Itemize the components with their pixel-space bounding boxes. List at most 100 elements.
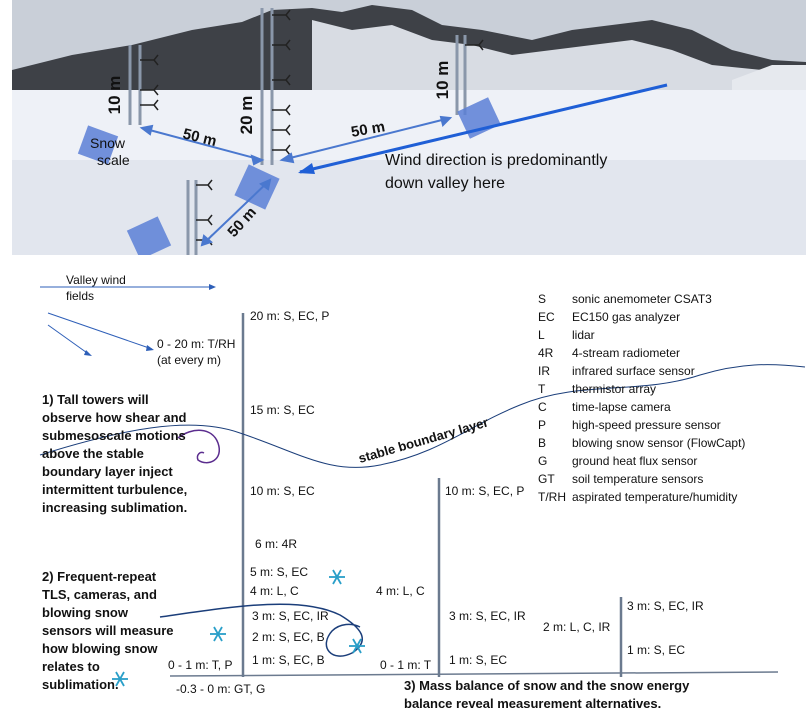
tall-tower-label: 6 m: 4R: [255, 537, 297, 551]
tall-tower-label: 4 m: L, C: [250, 584, 299, 598]
legend-code: T: [538, 382, 546, 396]
valley-wind-title-2: fields: [66, 289, 94, 303]
legend-code: B: [538, 436, 546, 450]
legend-desc: lidar: [572, 328, 595, 342]
legend-desc: thermistor array: [572, 382, 656, 396]
note-2-line: blowing snow: [42, 605, 129, 620]
wind-label-2: down valley here: [385, 175, 505, 192]
tall-tower-labels: 20 m: S, EC, P 15 m: S, EC 10 m: S, EC 6…: [157, 309, 329, 696]
note-2: 2) Frequent-repeat TLS, cameras, and blo…: [42, 569, 174, 692]
note-1-line: increasing sublimation.: [42, 500, 187, 515]
tower-b-height-label: 20 m: [237, 96, 256, 135]
short-tower-label: 3 m: S, EC, IR: [627, 599, 704, 613]
tower-c-height-label: 10 m: [433, 61, 452, 100]
distance-bc-label: 50 m: [350, 118, 387, 141]
distant-mountain: [732, 65, 806, 90]
valley-wind-arrows: [40, 284, 216, 356]
mid-tower-label: 4 m: L, C: [376, 584, 425, 598]
note-1-line: 1) Tall towers will: [42, 392, 149, 407]
note-1-line: observe how shear and: [42, 410, 187, 425]
legend-desc: aspirated temperature/humidity: [572, 490, 737, 504]
note-2-line: relates to: [42, 659, 100, 674]
snow-scale-a: [77, 125, 119, 165]
stable-boundary-layer-curve: [39, 364, 806, 468]
sensor-icon: [140, 84, 159, 96]
legend-desc: blowing snow sensor (FlowCapt): [572, 436, 745, 450]
note-3-line: 3) Mass balance of snow and the snow ene…: [404, 678, 690, 693]
note-2-line: sensors will measure: [42, 623, 174, 638]
wind-arrow-head: [298, 163, 315, 174]
sensor-icon: [272, 124, 291, 136]
snowy-slopes: [312, 20, 806, 100]
snow-scale-label-1: Snow: [90, 135, 126, 151]
legend-desc: time-lapse camera: [572, 400, 671, 414]
legend-code: GT: [538, 472, 555, 486]
note-3-line: balance reveal measurement alternatives.: [404, 696, 661, 711]
stable-boundary-layer-label: stable boundary layer: [357, 414, 490, 465]
sensor-icon: [140, 54, 159, 66]
sensor-icon: [140, 99, 159, 111]
legend-code: G: [538, 454, 547, 468]
valley-wind-title-1: Valley wind: [66, 273, 126, 287]
tall-tower-label: 15 m: S, EC: [250, 403, 315, 417]
sensor-icon: [272, 104, 291, 116]
mid-tower-label: 0 - 1 m: T: [380, 658, 432, 672]
tall-tower-ground-label: 0 - 1 m: T, P: [168, 658, 232, 672]
tower-b: 20 m: [237, 8, 274, 165]
legend-code: EC: [538, 310, 555, 324]
note-3: 3) Mass balance of snow and the snow ene…: [404, 678, 690, 711]
legend-desc: EC150 gas analyzer: [572, 310, 680, 324]
legend-code: T/RH: [538, 490, 566, 504]
snow-scale-b: [234, 164, 280, 210]
tall-tower-label: 2 m: S, EC, B: [252, 630, 325, 644]
note-1-line: above the stable: [42, 446, 144, 461]
sensor-icon: [272, 39, 291, 51]
tall-tower-label: 3 m: S, EC, IR: [252, 609, 329, 623]
note-2-line: sublimation.: [42, 677, 119, 692]
legend-code: 4R: [538, 346, 554, 360]
mid-tower-label: 10 m: S, EC, P: [445, 484, 524, 498]
tower-a: 10 m: [105, 45, 142, 125]
legend-code: P: [538, 418, 546, 432]
legend-code: C: [538, 400, 547, 414]
note-1-line: intermittent turbulence,: [42, 482, 187, 497]
tall-tower-label: 20 m: S, EC, P: [250, 309, 329, 323]
star-icon: [329, 569, 345, 585]
legend-desc: infrared surface sensor: [572, 364, 695, 378]
note-1-line: boundary layer inject: [42, 464, 173, 479]
note-1-line: submesoscale motions: [42, 428, 186, 443]
note-2-line: 2) Frequent-repeat: [42, 569, 157, 584]
sensor-icon: [272, 9, 291, 21]
snow-scale-d: [126, 216, 172, 255]
short-tower-label: 2 m: L, C, IR: [543, 620, 611, 634]
tower-a-height-label: 10 m: [105, 76, 124, 115]
star-icon: [349, 638, 365, 654]
field-site-photo: 10 m 20 m 10 m: [12, 0, 806, 255]
star-icon: [210, 626, 226, 642]
ground-sensor-label: -0.3 - 0 m: GT, G: [176, 682, 265, 696]
snow-scale-label-2: scale: [97, 152, 130, 168]
legend-desc: soil temperature sensors: [572, 472, 703, 486]
short-tower-labels: 3 m: S, EC, IR 2 m: L, C, IR 1 m: S, EC: [543, 599, 704, 657]
annotation-loop-1: [177, 429, 221, 464]
sensor-stars: [112, 569, 365, 687]
mid-tower-label: 1 m: S, EC: [449, 653, 507, 667]
distance-arrows: [139, 115, 453, 247]
trh-label-1: 0 - 20 m: T/RH: [157, 337, 235, 351]
ground-line: [169, 671, 779, 677]
trh-label-2: (at every m): [157, 353, 221, 367]
short-tower-label: 1 m: S, EC: [627, 643, 685, 657]
tower-d: [186, 180, 198, 255]
sensor-icon: [272, 74, 291, 86]
tall-tower-label: 10 m: S, EC: [250, 484, 315, 498]
instrument-diagram: Valley wind fields stable boundary layer…: [39, 273, 806, 711]
wind-label-1: Wind direction is predominantly: [385, 152, 607, 169]
legend-code: S: [538, 292, 546, 306]
legend: S sonic anemometer CSAT3 EC EC150 gas an…: [538, 292, 745, 504]
legend-desc: ground heat flux sensor: [572, 454, 697, 468]
tower-c: 10 m: [433, 35, 467, 115]
note-2-line: TLS, cameras, and: [42, 587, 157, 602]
sensor-icon: [196, 214, 213, 226]
legend-code: IR: [538, 364, 550, 378]
